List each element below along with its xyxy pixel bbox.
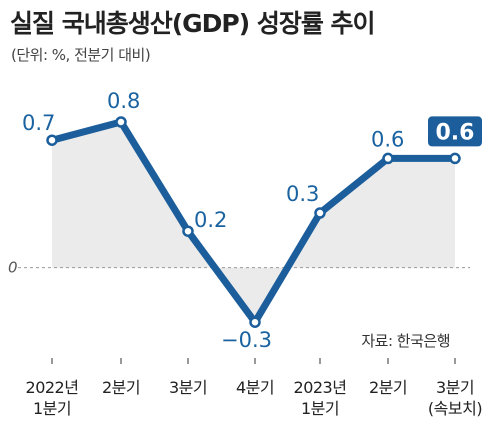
data-label: 0.7 xyxy=(22,111,55,135)
data-point-layer xyxy=(46,116,461,328)
area-fill-layer xyxy=(52,122,455,323)
source-note: 자료: 한국은행 xyxy=(361,332,450,350)
data-point xyxy=(314,207,326,219)
data-point xyxy=(115,116,127,128)
x-tick-label: 2분기 xyxy=(102,378,140,397)
highlight-label: 0.6 xyxy=(436,120,475,145)
x-tick-label: 2023년 xyxy=(294,378,347,397)
data-point xyxy=(46,134,58,146)
area-fill xyxy=(52,122,455,323)
highlight-badge xyxy=(428,116,482,147)
data-label: −0.3 xyxy=(221,328,272,352)
data-label-layer: 0.7 0.8 0.2 −0.3 0.3 0.6 0.6 xyxy=(22,89,482,352)
x-tick-label: 1분기 xyxy=(301,399,339,418)
zero-tick-label: 0 xyxy=(8,259,18,277)
data-point xyxy=(182,225,194,237)
x-tick-label: 4분기 xyxy=(236,378,274,397)
x-axis: 2022년 1분기 2분기 3분기 4분기 2023년 1분기 2분기 3분기 (속보치) xyxy=(26,358,483,418)
data-label: 0.2 xyxy=(194,208,227,232)
x-tick-label: 3분기 xyxy=(436,378,474,397)
data-point xyxy=(249,316,261,328)
data-point xyxy=(382,152,394,165)
x-tick-label: 2022년 xyxy=(26,378,79,397)
x-tick-label: 2분기 xyxy=(369,378,407,397)
data-point xyxy=(449,152,461,165)
chart-title: 실질 국내총생산(GDP) 성장률 추이 xyxy=(10,9,376,38)
data-label: 0.6 xyxy=(371,127,404,151)
chart-subtitle: (단위: %, 전분기 대비) xyxy=(11,46,151,64)
x-tick-label: (속보치) xyxy=(428,399,482,418)
x-tick-label: 1분기 xyxy=(33,399,71,418)
data-label: 0.8 xyxy=(107,89,140,113)
data-label: 0.3 xyxy=(286,182,319,206)
x-tick-label: 3분기 xyxy=(169,378,207,397)
